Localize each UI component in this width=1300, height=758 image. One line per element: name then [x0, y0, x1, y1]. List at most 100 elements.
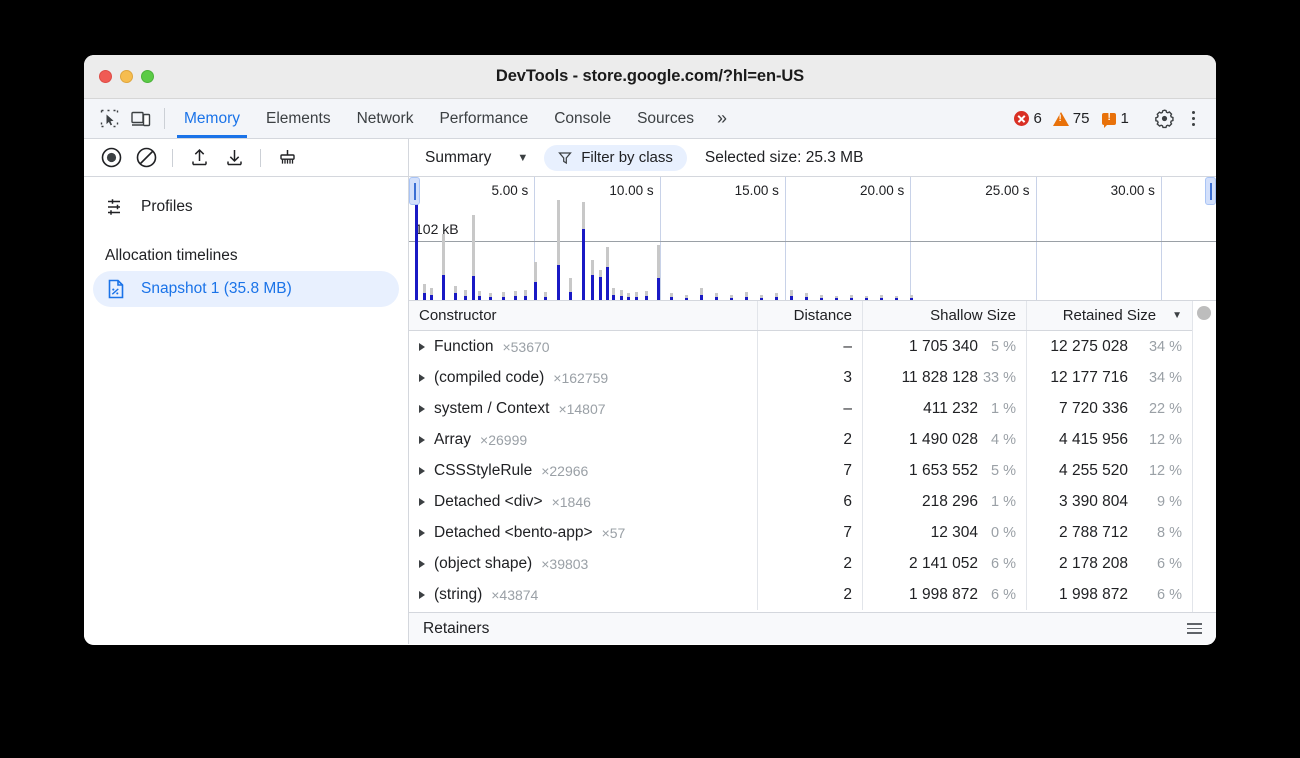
chart-bar-total	[464, 290, 468, 300]
chart-gridline	[784, 177, 786, 300]
retainers-bar[interactable]: Retainers	[409, 612, 1216, 644]
chart-gridline	[910, 177, 912, 300]
cell-retained-size: 12 177 716 34 %	[1026, 362, 1192, 393]
column-header-retained-size[interactable]: Retained Size ▼	[1026, 301, 1192, 330]
constructor-count: ×39803	[541, 555, 589, 572]
shallow-value: 1 490 028	[909, 430, 978, 448]
sidebar-item-snapshot-1[interactable]: Snapshot 1 (35.8 MB)	[93, 271, 399, 307]
table-scrollbar[interactable]	[1192, 301, 1216, 612]
chart-bar-live	[699, 294, 703, 300]
retained-percent: 6 %	[1157, 555, 1182, 572]
shallow-percent: 1 %	[991, 400, 1016, 417]
expand-triangle-icon[interactable]	[419, 435, 425, 444]
cell-retained-size: 4 255 520 12 %	[1026, 455, 1192, 486]
allocation-timeline-chart[interactable]: 5.00 s 10.00 s 15.00 s 20.00 s 25.00 s 30.00 …	[409, 177, 1216, 301]
cell-constructor[interactable]: CSSStyleRule ×22966	[409, 455, 757, 486]
cell-distance: 2	[757, 579, 862, 610]
cell-constructor[interactable]: Detached <div> ×1846	[409, 486, 757, 517]
table-row[interactable]: Detached <div> ×1846 6 218 296 1 % 3 390 804 9…	[409, 486, 1216, 517]
cell-constructor[interactable]: system / Context ×14807	[409, 393, 757, 424]
table-row[interactable]: Function ×53670 – 1 705 340 5 % 12 275 028 34 …	[409, 331, 1216, 362]
close-window-button[interactable]	[99, 70, 112, 83]
chart-bar-live	[865, 298, 869, 300]
gear-icon[interactable]	[1154, 108, 1176, 130]
cell-constructor[interactable]: Array ×26999	[409, 424, 757, 455]
chart-selection-handle-right[interactable]	[1205, 177, 1216, 205]
chart-selection-handle-left[interactable]	[409, 177, 420, 205]
chart-bar-total	[612, 287, 615, 300]
kebab-menu-icon[interactable]	[1181, 111, 1206, 126]
clear-icon[interactable]	[133, 145, 159, 171]
filter-by-class-button[interactable]: Filter by class	[544, 144, 687, 171]
error-icon	[1014, 111, 1030, 126]
more-tabs-icon[interactable]: »	[716, 108, 727, 128]
retained-value: 1 998 872	[1059, 585, 1128, 603]
chart-bar-total	[744, 292, 748, 300]
table-row[interactable]: Detached <bento-app> ×57 7 12 304 0 % 2 788 7…	[409, 517, 1216, 548]
tab-memory[interactable]: Memory	[171, 99, 253, 138]
minimize-window-button[interactable]	[120, 70, 133, 83]
chart-threshold-line	[409, 241, 1216, 242]
maximize-window-button[interactable]	[141, 70, 154, 83]
device-toolbar-icon[interactable]	[130, 108, 152, 130]
tab-network[interactable]: Network	[344, 99, 427, 138]
cell-constructor[interactable]: (string) ×43874	[409, 579, 757, 610]
tab-sources[interactable]: Sources	[624, 99, 707, 138]
tab-elements[interactable]: Elements	[253, 99, 344, 138]
load-profile-icon[interactable]	[186, 145, 212, 171]
expand-triangle-icon[interactable]	[419, 497, 425, 506]
chart-bar-live	[514, 296, 518, 300]
chart-bar-total	[865, 295, 869, 300]
retained-value: 4 415 956	[1059, 430, 1128, 448]
constructor-name: Array	[434, 430, 472, 448]
chart-bar-live	[441, 274, 445, 300]
expand-triangle-icon[interactable]	[419, 342, 425, 351]
chart-bar-live	[880, 297, 884, 300]
tab-console[interactable]: Console	[541, 99, 624, 138]
expand-triangle-icon[interactable]	[419, 373, 425, 382]
chart-bar-live	[729, 297, 733, 300]
table-row[interactable]: (string) ×43874 2 1 998 872 6 % 1 998 872 6 %	[409, 579, 1216, 610]
inspect-element-icon[interactable]	[98, 108, 120, 130]
error-badge[interactable]: 6	[1014, 110, 1042, 127]
column-header-distance[interactable]: Distance	[757, 301, 862, 330]
issue-badge[interactable]: 1	[1102, 110, 1129, 128]
cell-shallow-size: 218 296 1 %	[862, 486, 1026, 517]
column-header-constructor[interactable]: Constructor	[419, 307, 497, 324]
record-icon[interactable]	[98, 145, 124, 171]
selected-size-label: Selected size: 25.3 MB	[704, 148, 864, 166]
collect-garbage-icon[interactable]	[274, 145, 300, 171]
cell-constructor[interactable]: Detached <bento-app> ×57	[409, 517, 757, 548]
table-row[interactable]: (compiled code) ×162759 3 11 828 128 33 % 12 …	[409, 362, 1216, 393]
shallow-value: 2 141 052	[909, 554, 978, 572]
cell-constructor[interactable]: (compiled code) ×162759	[409, 362, 757, 393]
expand-triangle-icon[interactable]	[419, 404, 425, 413]
constructor-name: (compiled code)	[434, 368, 545, 386]
chart-bar-total	[714, 293, 718, 300]
cell-constructor[interactable]: Function ×53670	[409, 331, 757, 362]
column-header-shallow-size[interactable]: Shallow Size	[862, 301, 1026, 330]
cell-constructor[interactable]: (object shape) ×39803	[409, 548, 757, 579]
table-row[interactable]: system / Context ×14807 – 411 232 1 % 7 720 3…	[409, 393, 1216, 424]
chart-bar-live	[612, 294, 615, 300]
heap-summary-table: Constructor Distance Shallow Size Retain…	[409, 301, 1216, 612]
expand-triangle-icon[interactable]	[419, 559, 425, 568]
view-select[interactable]: Summary ▼	[417, 149, 536, 167]
save-profile-icon[interactable]	[221, 145, 247, 171]
table-row[interactable]: Array ×26999 2 1 490 028 4 % 4 415 956 12 %	[409, 424, 1216, 455]
table-row[interactable]: CSSStyleRule ×22966 7 1 653 552 5 % 4 255 520…	[409, 455, 1216, 486]
cell-retained-size: 2 178 208 6 %	[1026, 548, 1192, 579]
table-scrollbar-thumb[interactable]	[1197, 306, 1211, 320]
chart-bar-total	[835, 295, 839, 300]
warning-badge[interactable]: 75	[1052, 110, 1089, 127]
hamburger-icon[interactable]	[1187, 623, 1202, 634]
chart-bar-live	[714, 297, 718, 300]
expand-triangle-icon[interactable]	[419, 528, 425, 537]
sidebar-item-snapshot-1-label: Snapshot 1 (35.8 MB)	[141, 280, 292, 297]
sidebar-item-profiles[interactable]: Profiles	[93, 189, 399, 225]
expand-triangle-icon[interactable]	[419, 590, 425, 599]
title-bar: DevTools - store.google.com/?hl=en-US	[84, 55, 1216, 99]
table-row[interactable]: (object shape) ×39803 2 2 141 052 6 % 2 178 2…	[409, 548, 1216, 579]
expand-triangle-icon[interactable]	[419, 466, 425, 475]
tab-performance[interactable]: Performance	[426, 99, 541, 138]
